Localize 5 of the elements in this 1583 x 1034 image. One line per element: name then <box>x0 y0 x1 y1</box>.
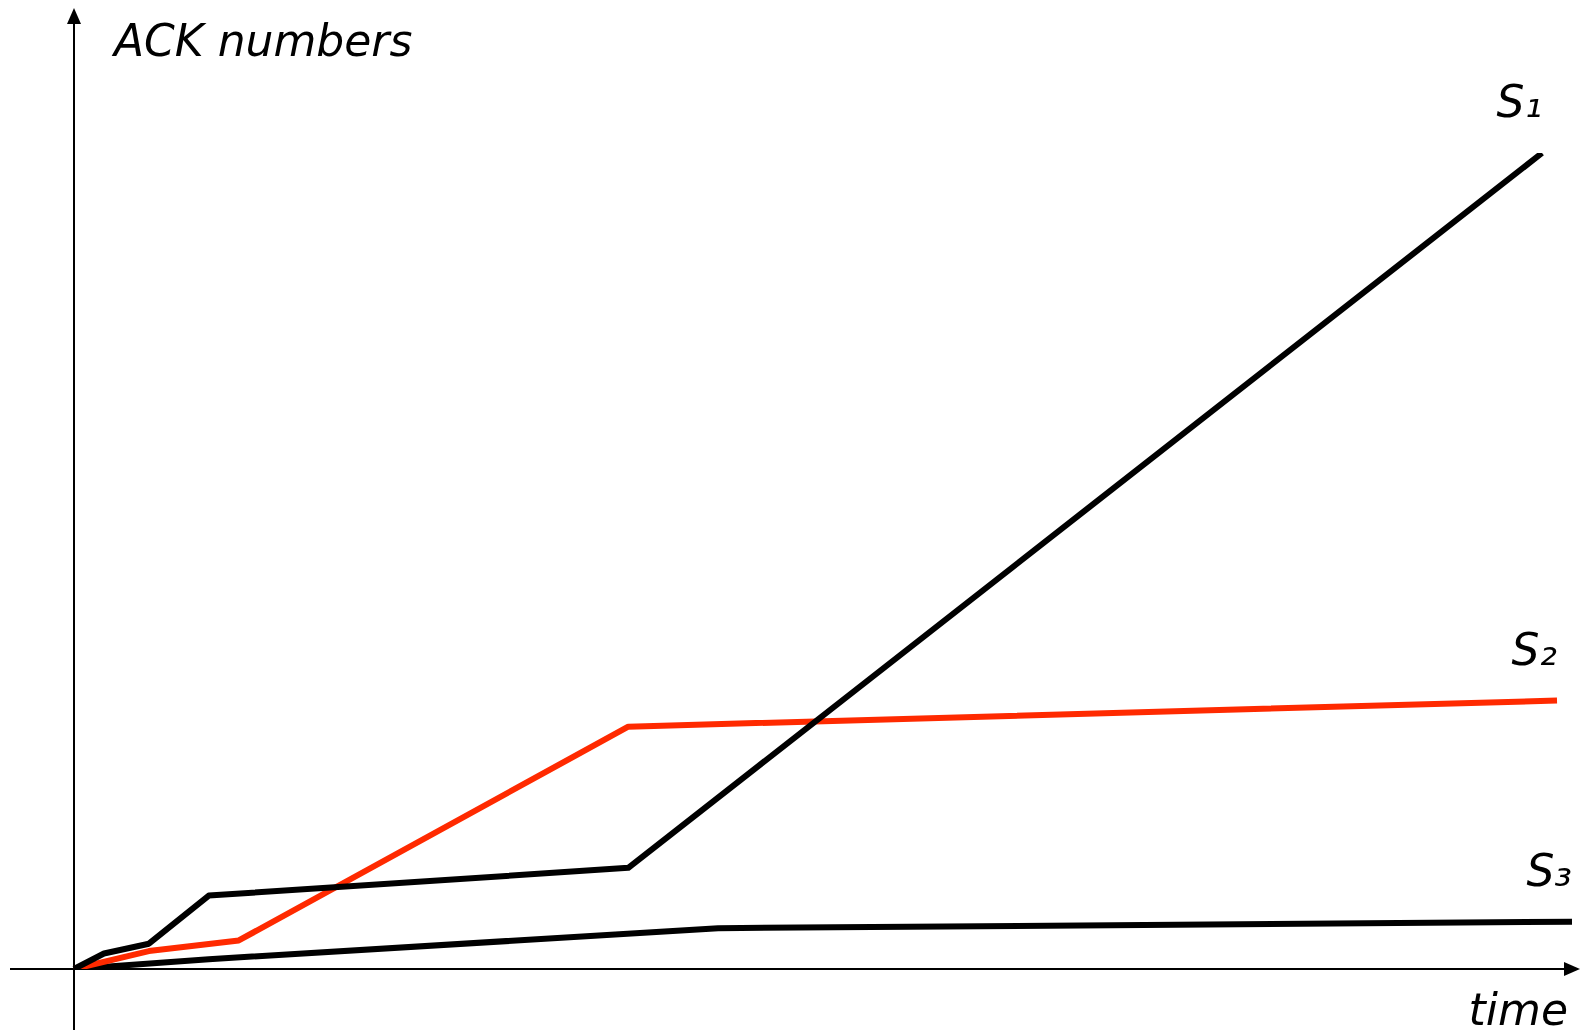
x-axis-title: time <box>1468 984 1568 1034</box>
y-axis-title: ACK numbers <box>111 15 413 66</box>
series-label: S₁ <box>1496 76 1543 127</box>
series-label: S₃ <box>1526 844 1572 896</box>
series-label: S₂ <box>1511 623 1558 675</box>
